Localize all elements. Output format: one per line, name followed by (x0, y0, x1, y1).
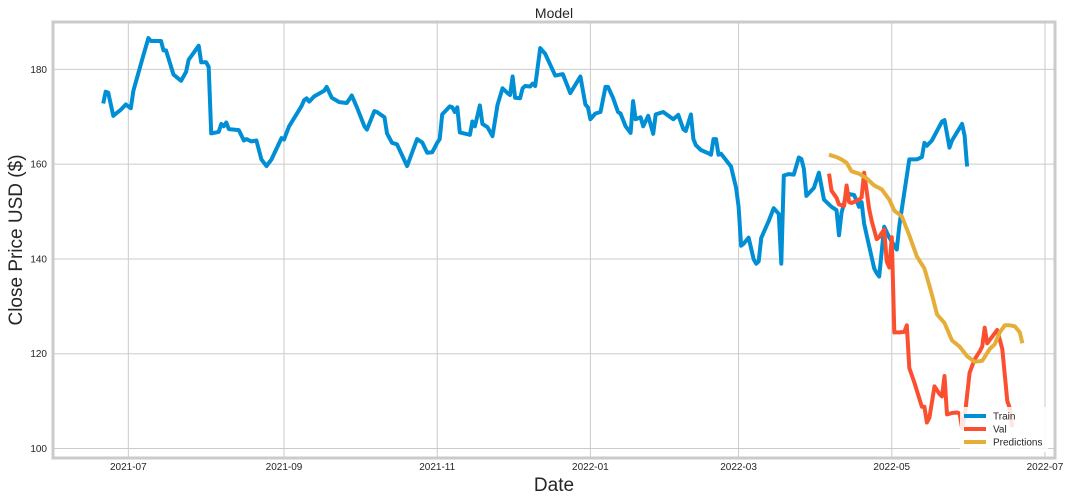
y-tick-label: 140 (30, 254, 47, 265)
x-tick-label: 2021-07 (110, 462, 147, 473)
y-tick-label: 160 (30, 160, 47, 171)
series-lines (101, 36, 1025, 431)
x-tick-label: 2022-01 (572, 462, 609, 473)
legend-label-val: Val (993, 425, 1007, 436)
y-axis-label: Close Price USD ($) (6, 154, 27, 325)
x-tick-label: 2022-05 (873, 462, 910, 473)
chart-title: Model (535, 5, 573, 21)
legend: Train Val Predictions (960, 407, 1048, 452)
x-tick-label: 2021-09 (266, 462, 303, 473)
plot-frame (51, 20, 1057, 460)
series-line-val (827, 170, 1015, 431)
y-tick-label: 180 (30, 65, 47, 76)
legend-label-predictions: Predictions (993, 438, 1042, 449)
x-tick-label: 2022-07 (1027, 462, 1064, 473)
y-tick-label: 120 (30, 349, 47, 360)
y-tick-label: 100 (30, 444, 47, 455)
x-tick-label: 2021-11 (419, 462, 455, 473)
series-line-predictions (828, 152, 1025, 364)
series-line-train (101, 36, 970, 279)
legend-label-train: Train (993, 412, 1015, 423)
x-tick-label: 2022-03 (720, 462, 757, 473)
tick-labels: 2021-07 2021-09 2021-11 2022-01 2022-03 2022-… (30, 65, 1063, 473)
x-axis-label: Date (534, 475, 574, 496)
plot-area (53, 22, 1055, 458)
